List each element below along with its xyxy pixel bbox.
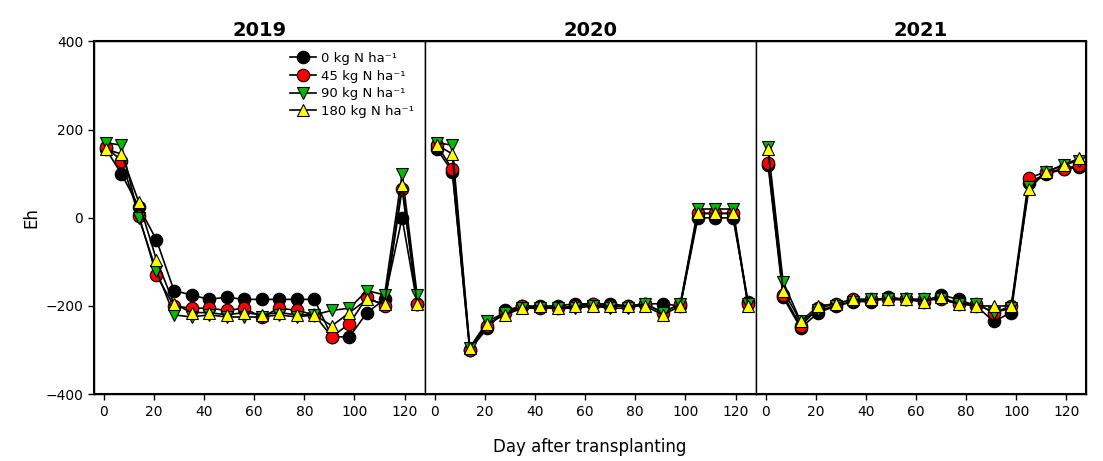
Title: 2021: 2021 (893, 21, 949, 40)
Y-axis label: Eh: Eh (22, 207, 40, 228)
Legend: 0 kg N ha⁻¹, 45 kg N ha⁻¹, 90 kg N ha⁻¹, 180 kg N ha⁻¹: 0 kg N ha⁻¹, 45 kg N ha⁻¹, 90 kg N ha⁻¹,… (286, 48, 418, 122)
Title: 2020: 2020 (564, 21, 617, 40)
Text: Day after transplanting: Day after transplanting (493, 438, 687, 456)
Title: 2019: 2019 (232, 21, 287, 40)
